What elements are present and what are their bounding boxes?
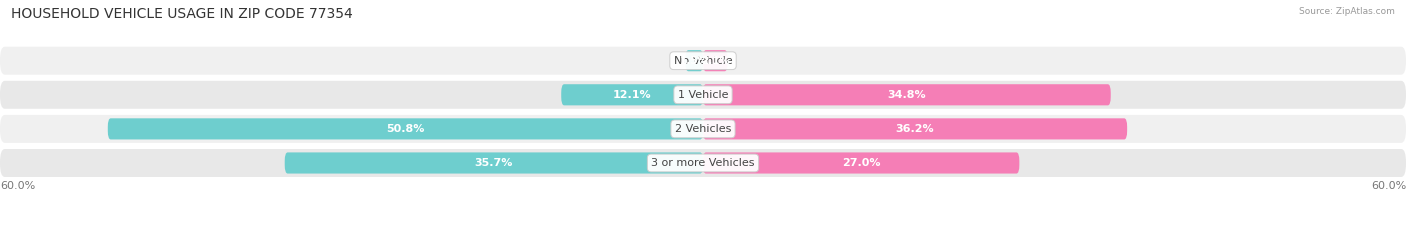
Text: 2 Vehicles: 2 Vehicles bbox=[675, 124, 731, 134]
FancyBboxPatch shape bbox=[108, 118, 703, 140]
Text: 36.2%: 36.2% bbox=[896, 124, 935, 134]
Text: No Vehicle: No Vehicle bbox=[673, 56, 733, 66]
FancyBboxPatch shape bbox=[703, 50, 728, 71]
Text: 35.7%: 35.7% bbox=[475, 158, 513, 168]
FancyBboxPatch shape bbox=[686, 50, 703, 71]
Text: 27.0%: 27.0% bbox=[842, 158, 880, 168]
Text: 60.0%: 60.0% bbox=[1371, 181, 1406, 191]
FancyBboxPatch shape bbox=[703, 84, 1111, 105]
Text: 1 Vehicle: 1 Vehicle bbox=[678, 90, 728, 100]
Text: HOUSEHOLD VEHICLE USAGE IN ZIP CODE 77354: HOUSEHOLD VEHICLE USAGE IN ZIP CODE 7735… bbox=[11, 7, 353, 21]
FancyBboxPatch shape bbox=[0, 115, 1406, 143]
Text: 60.0%: 60.0% bbox=[0, 181, 35, 191]
Text: 1.5%: 1.5% bbox=[679, 56, 709, 66]
Text: Source: ZipAtlas.com: Source: ZipAtlas.com bbox=[1299, 7, 1395, 16]
FancyBboxPatch shape bbox=[703, 152, 1019, 174]
Text: 12.1%: 12.1% bbox=[613, 90, 651, 100]
FancyBboxPatch shape bbox=[561, 84, 703, 105]
FancyBboxPatch shape bbox=[703, 118, 1128, 140]
FancyBboxPatch shape bbox=[0, 47, 1406, 75]
FancyBboxPatch shape bbox=[284, 152, 703, 174]
FancyBboxPatch shape bbox=[0, 81, 1406, 109]
Text: 3 or more Vehicles: 3 or more Vehicles bbox=[651, 158, 755, 168]
Text: 34.8%: 34.8% bbox=[887, 90, 927, 100]
Text: 50.8%: 50.8% bbox=[387, 124, 425, 134]
FancyBboxPatch shape bbox=[0, 149, 1406, 177]
Text: 2.1%: 2.1% bbox=[700, 56, 730, 66]
